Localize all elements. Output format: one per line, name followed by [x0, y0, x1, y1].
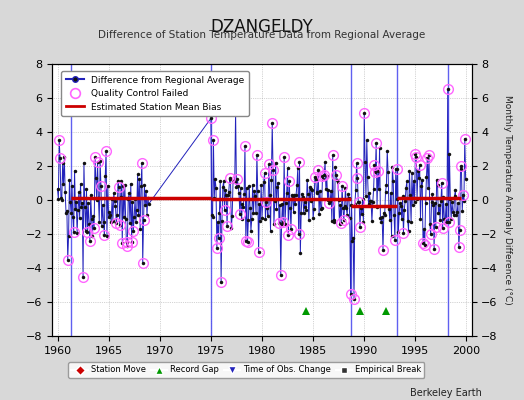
Text: Difference of Station Temperature Data from Regional Average: Difference of Station Temperature Data f…	[99, 30, 425, 40]
Text: Berkeley Earth: Berkeley Earth	[410, 388, 482, 398]
Legend: Difference from Regional Average, Quality Control Failed, Estimated Station Mean: Difference from Regional Average, Qualit…	[61, 71, 249, 116]
Y-axis label: Monthly Temperature Anomaly Difference (°C): Monthly Temperature Anomaly Difference (…	[503, 95, 512, 305]
Text: DZANGELDY: DZANGELDY	[211, 18, 313, 36]
Legend: Station Move, Record Gap, Time of Obs. Change, Empirical Break: Station Move, Record Gap, Time of Obs. C…	[68, 362, 424, 378]
